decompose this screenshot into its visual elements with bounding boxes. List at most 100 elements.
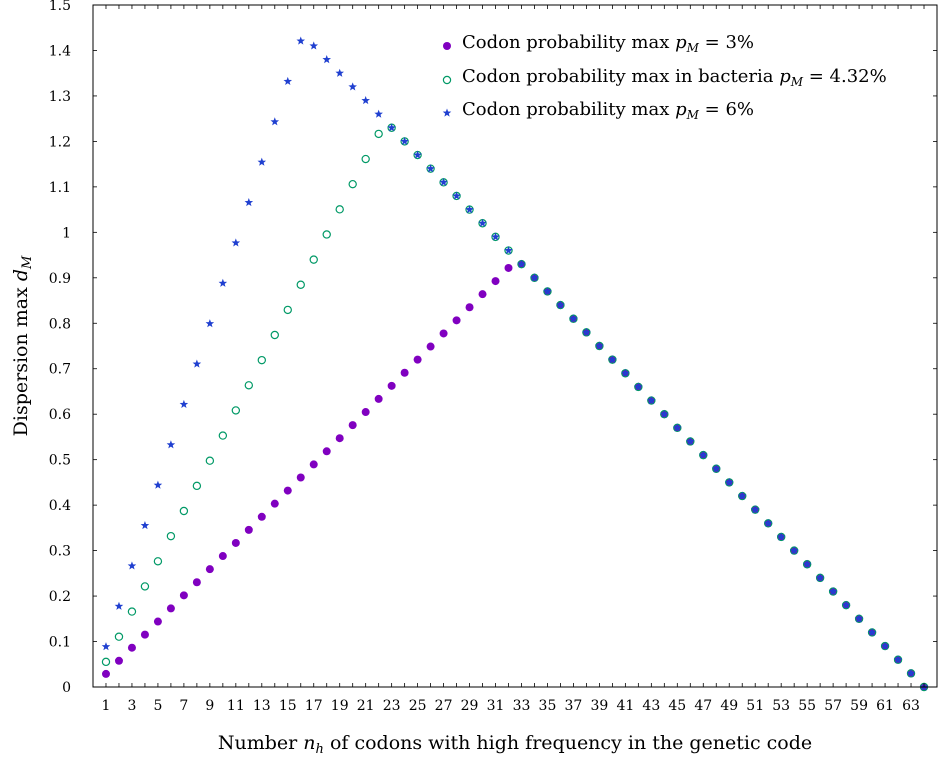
series-2 [101, 36, 929, 691]
legend-label-bacteria: Codon probability max in bacteria pM = 4… [462, 66, 887, 89]
x-tick-label: 33 [513, 698, 531, 714]
data-point [750, 505, 760, 514]
data-point [660, 409, 669, 418]
data-point [335, 434, 344, 443]
x-tick-label: 41 [616, 698, 634, 714]
data-point [322, 447, 331, 456]
data-point [582, 327, 591, 336]
x-tick-label: 29 [461, 698, 479, 714]
x-tick-label: 51 [746, 698, 764, 714]
legend: Codon probability max pM = 3% Codon prob… [442, 32, 887, 122]
y-tick-label: 0 [62, 680, 71, 696]
x-tick-label: 21 [357, 698, 375, 714]
legend-label-3pct: Codon probability max pM = 3% [462, 32, 754, 55]
x-tick-label: 35 [539, 698, 557, 714]
data-point [621, 368, 630, 377]
x-axis-title-symbol: n [303, 732, 315, 754]
y-tick-label: 1.2 [49, 134, 71, 150]
y-tick-label: 0.3 [49, 544, 71, 560]
data-point [724, 477, 734, 487]
x-tick-label: 17 [305, 698, 323, 714]
data-point [374, 394, 383, 403]
y-tick-label: 0.8 [49, 316, 71, 332]
data-point [634, 382, 643, 391]
data-point [335, 68, 344, 77]
x-axis-title-subscript: h [316, 742, 324, 757]
data-point [244, 525, 253, 534]
data-point [101, 642, 111, 651]
data-point [166, 531, 176, 541]
data-point [400, 368, 409, 377]
x-tick-label: 49 [720, 698, 738, 714]
data-point [374, 129, 383, 139]
data-point [153, 617, 162, 626]
x-tick-label: 53 [772, 698, 790, 714]
data-point [205, 456, 215, 465]
data-point [673, 423, 682, 432]
data-point [218, 552, 227, 561]
data-point [192, 578, 201, 587]
data-point [452, 191, 461, 200]
data-point [140, 582, 150, 591]
legend-label-3pct-subscript: M [686, 41, 700, 55]
data-point [270, 499, 279, 508]
y-tick-label: 0.1 [49, 635, 71, 651]
data-point [893, 655, 903, 664]
data-point [517, 259, 526, 268]
x-tick-label: 39 [590, 698, 608, 714]
data-point [309, 255, 318, 264]
data-point [296, 280, 305, 289]
data-point [478, 218, 487, 227]
data-point [101, 669, 110, 678]
y-tick-label: 0.6 [49, 407, 71, 423]
data-point [322, 230, 331, 239]
data-point [101, 657, 111, 667]
data-point [361, 154, 370, 164]
data-point [387, 123, 396, 132]
y-tick-label: 0.7 [49, 362, 71, 378]
data-point [686, 436, 695, 446]
x-tick-label: 19 [331, 698, 349, 714]
y-tick-label: 0.4 [49, 498, 71, 514]
legend-marker-star [442, 108, 452, 117]
x-tick-label: 47 [694, 698, 712, 714]
data-point [218, 431, 228, 440]
x-tick-label: 13 [253, 698, 271, 714]
data-point [776, 532, 786, 541]
data-point [257, 512, 266, 521]
x-tick-label: 7 [179, 698, 188, 714]
data-point [400, 136, 409, 146]
x-tick-label: 1 [102, 698, 111, 714]
data-point [439, 329, 448, 338]
data-point [361, 95, 370, 105]
series-1 [101, 123, 929, 692]
data-point [166, 440, 176, 449]
data-point [556, 300, 565, 309]
legend-label-6pct-symbol: p [675, 99, 687, 120]
legend-item-3pct: Codon probability max pM = 3% [443, 32, 754, 55]
data-point [257, 355, 266, 365]
data-point [828, 587, 838, 596]
legend-label-3pct-pre: Codon probability max [462, 32, 675, 53]
legend-label-3pct-post: = 3% [699, 32, 754, 53]
legend-label-bacteria-symbol: p [779, 66, 791, 87]
data-point [179, 506, 189, 516]
y-axis-title: Dispersion max dM [10, 255, 35, 436]
data-point [114, 632, 124, 641]
data-point [647, 396, 656, 405]
data-point [854, 614, 864, 623]
x-tick-label: 57 [824, 698, 842, 714]
data-point [530, 273, 539, 282]
data-point [880, 641, 890, 650]
data-point [348, 421, 357, 430]
x-tick-label: 31 [487, 698, 505, 714]
x-tick-label: 9 [205, 698, 214, 714]
data-point [491, 277, 500, 286]
x-tick-label: 5 [153, 698, 162, 714]
data-point [244, 198, 254, 207]
data-point [192, 359, 202, 368]
data-point [452, 316, 461, 325]
data-point [504, 246, 513, 255]
data-point [296, 473, 305, 482]
data-point [153, 557, 163, 566]
